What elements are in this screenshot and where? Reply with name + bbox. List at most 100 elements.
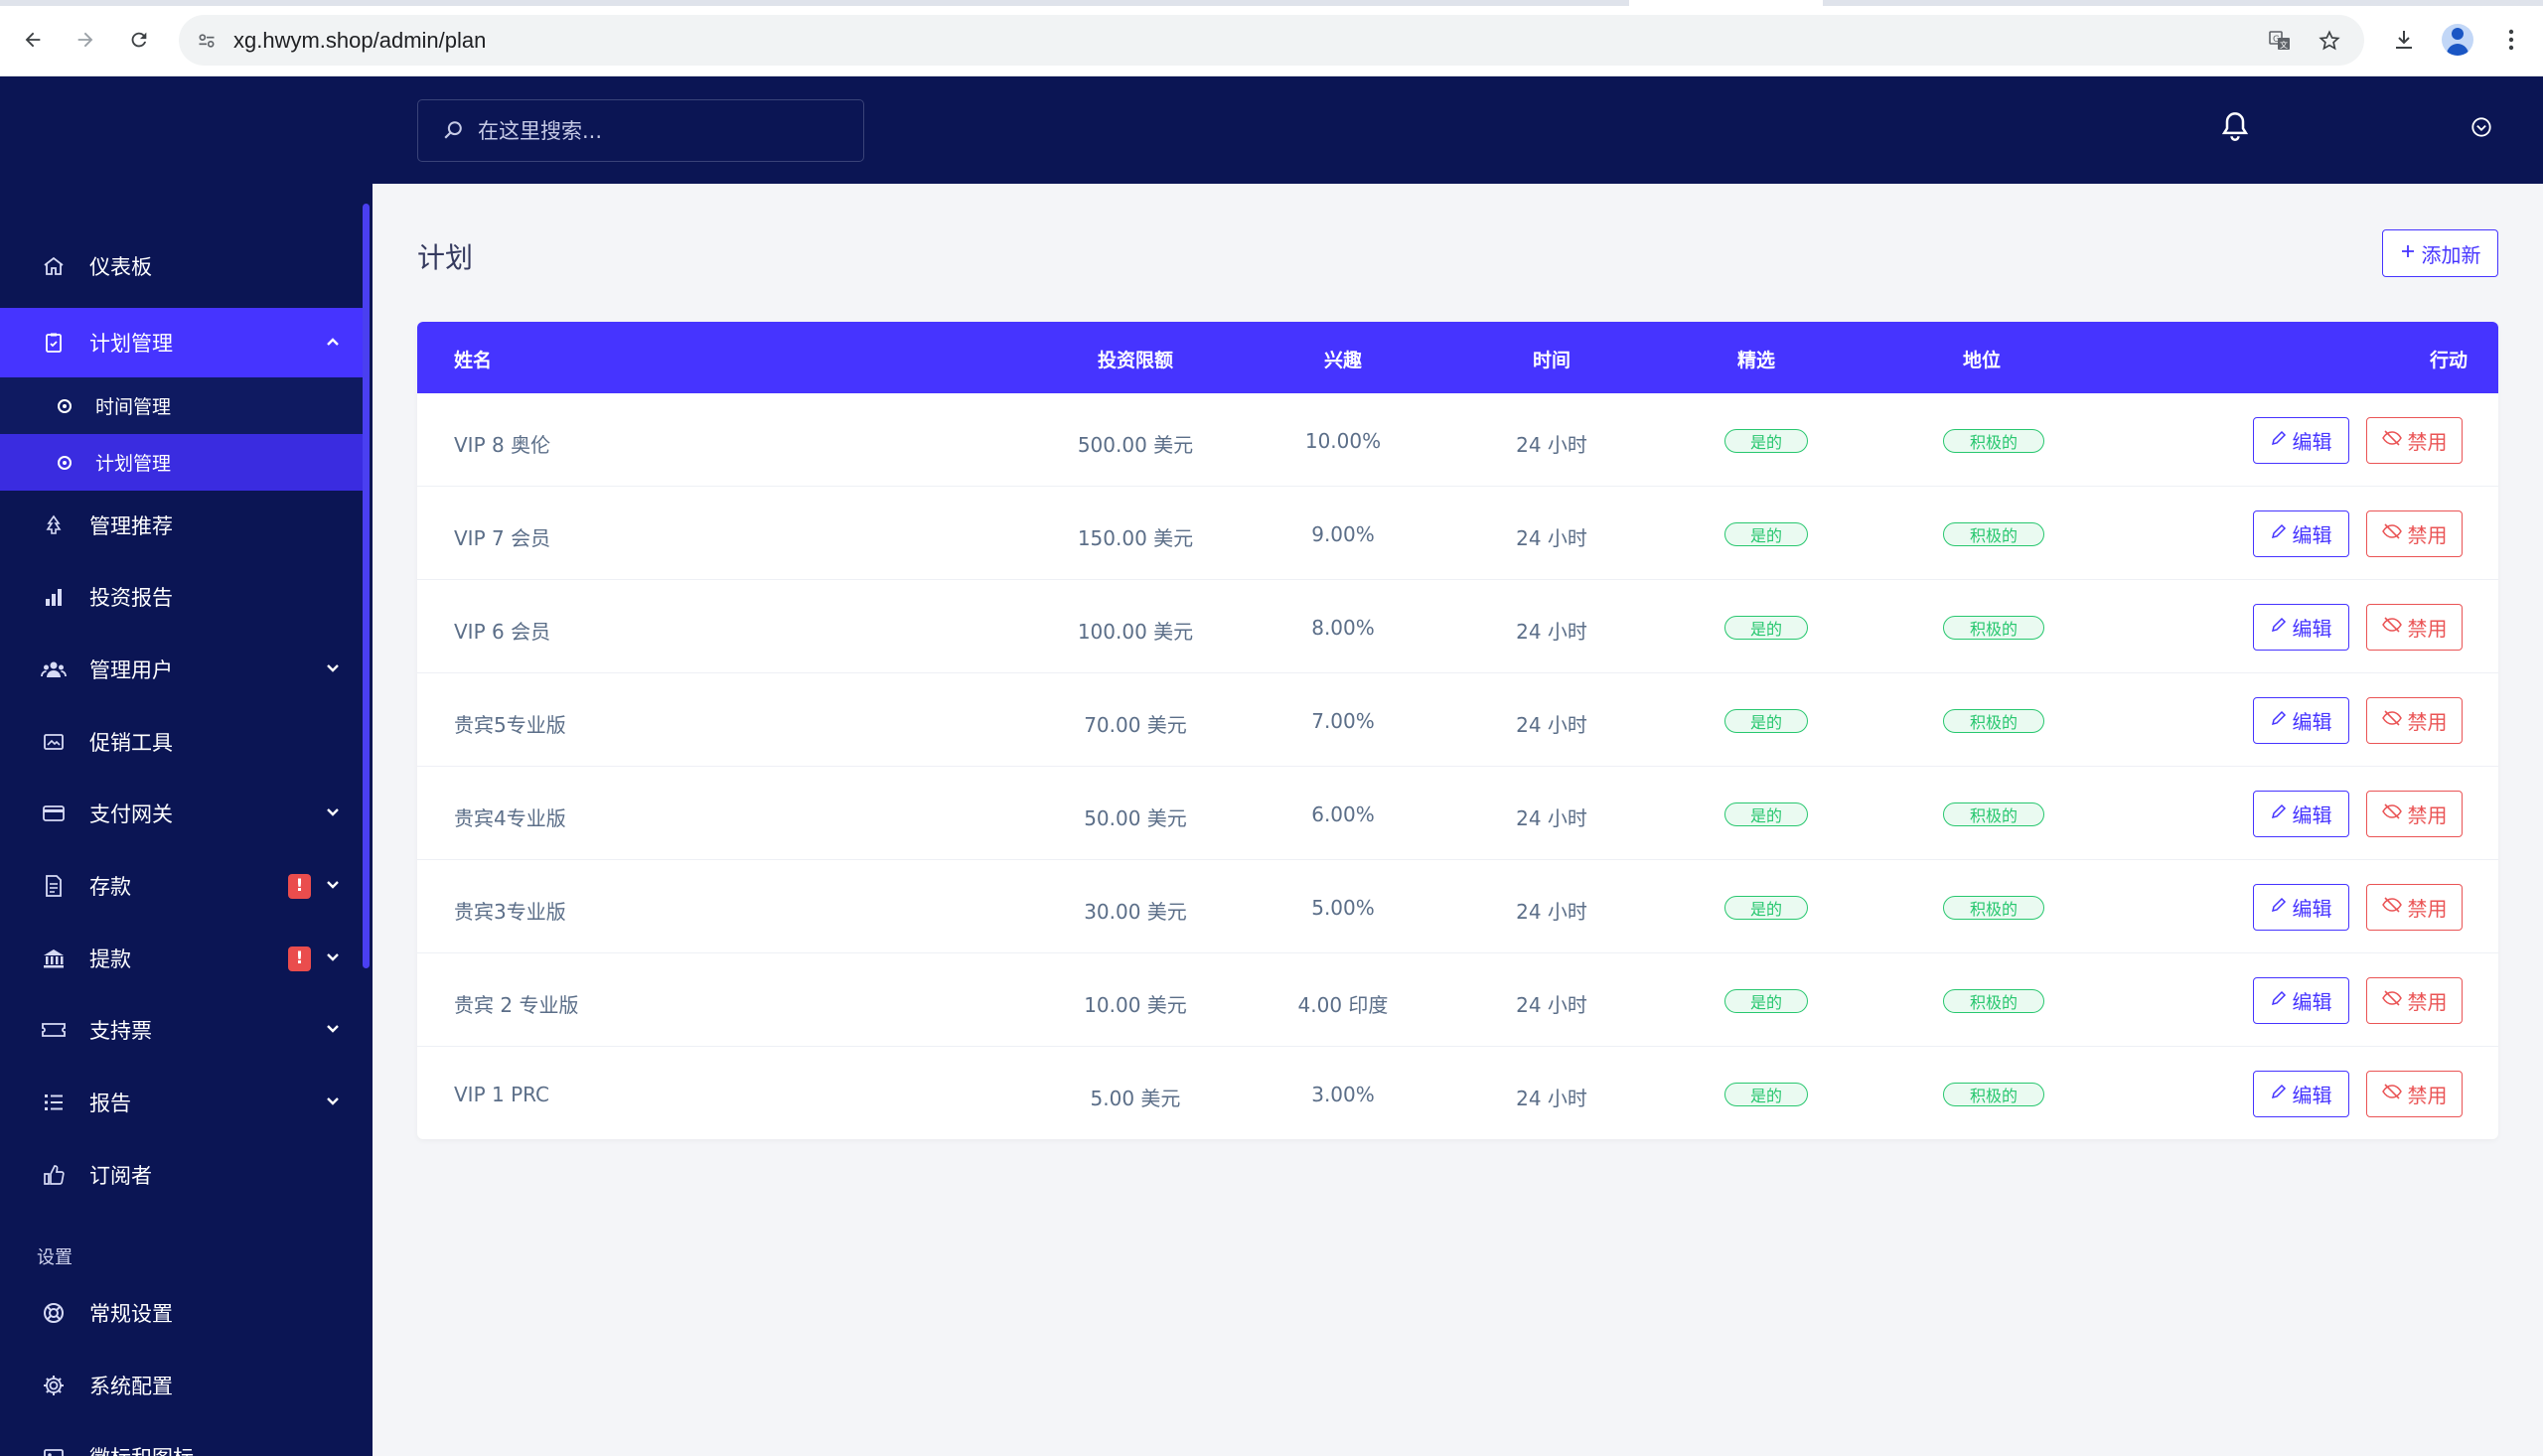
- edit-button[interactable]: 编辑: [2253, 1071, 2349, 1117]
- sidebar-item-reports[interactable]: 报告: [0, 1068, 363, 1137]
- sidebar-item-plan-management[interactable]: 计划管理: [0, 308, 363, 377]
- tab-strip: [0, 0, 2543, 6]
- reload-icon[interactable]: [121, 22, 157, 58]
- status-badge: 积极的: [1943, 1083, 2044, 1106]
- eye-slash-icon: [2381, 802, 2402, 825]
- bell-icon[interactable]: [2215, 106, 2255, 146]
- add-new-button[interactable]: 添加新: [2382, 229, 2498, 277]
- back-icon[interactable]: [15, 22, 51, 58]
- edit-button[interactable]: 编辑: [2253, 417, 2349, 464]
- edit-label: 编辑: [2292, 432, 2332, 454]
- interest-rate: 8.00%: [1311, 616, 1375, 640]
- disable-label: 禁用: [2407, 1086, 2448, 1107]
- edit-button[interactable]: 编辑: [2253, 977, 2349, 1024]
- settings-heading: 设置: [37, 1247, 73, 1268]
- plan-name: 贵宾 2 专业版: [454, 993, 579, 1017]
- thumbs-up-icon: [38, 1159, 70, 1191]
- sidebar-subitem-time-management[interactable]: 时间管理: [0, 377, 363, 434]
- sidebar-item-deposits[interactable]: 存款 !: [0, 851, 363, 921]
- sidebar-item-withdrawals[interactable]: 提款 !: [0, 924, 363, 993]
- home-icon: [38, 250, 70, 282]
- eye-slash-icon: [2381, 522, 2402, 545]
- featured-badge: 是的: [1724, 522, 1808, 546]
- alert-badge: !: [288, 873, 311, 899]
- user-menu-chevron-icon[interactable]: [2467, 112, 2496, 142]
- edit-button[interactable]: 编辑: [2253, 884, 2349, 931]
- investment-limit: 100.00 美元: [1077, 620, 1194, 644]
- interest-rate: 7.00%: [1311, 709, 1375, 733]
- disable-label: 禁用: [2407, 432, 2448, 454]
- sidebar: 仪表板 计划管理 时间管理 计划管理 管理推荐 投资报告 管理用户 促销工具 支…: [0, 76, 373, 1456]
- sidebar-item-manage-users[interactable]: 管理用户: [0, 635, 363, 704]
- edit-button[interactable]: 编辑: [2253, 791, 2349, 837]
- sidebar-item-referrals[interactable]: 管理推荐: [0, 491, 363, 560]
- disable-label: 禁用: [2407, 899, 2448, 921]
- svg-text:文: 文: [2280, 40, 2288, 50]
- edit-button[interactable]: 编辑: [2253, 510, 2349, 557]
- profile-avatar[interactable]: [2438, 20, 2477, 60]
- sidebar-scrollbar[interactable]: [363, 204, 370, 968]
- eye-slash-icon: [2381, 989, 2402, 1012]
- users-icon: [38, 654, 70, 685]
- sidebar-item-subscribers[interactable]: 订阅者: [0, 1140, 363, 1210]
- browser-menu-icon[interactable]: [2491, 20, 2531, 60]
- pencil-icon: [2271, 429, 2287, 452]
- disable-button[interactable]: 禁用: [2366, 1071, 2463, 1117]
- sidebar-item-label: 促销工具: [89, 731, 173, 755]
- edit-button[interactable]: 编辑: [2253, 604, 2349, 651]
- edit-label: 编辑: [2292, 805, 2332, 827]
- forward-icon[interactable]: [68, 22, 103, 58]
- disable-button[interactable]: 禁用: [2366, 977, 2463, 1024]
- edit-label: 编辑: [2292, 712, 2332, 734]
- sidebar-item-label: 系统配置: [89, 1375, 173, 1398]
- sidebar-item-label: 支持票: [89, 1019, 152, 1043]
- circle-dot-icon: [58, 455, 72, 470]
- plan-name: VIP 1 PRC: [454, 1083, 550, 1106]
- sidebar-item-general-settings[interactable]: 常规设置: [0, 1278, 363, 1348]
- plus-icon: [2400, 242, 2416, 265]
- download-icon[interactable]: [2384, 20, 2424, 60]
- disable-button[interactable]: 禁用: [2366, 884, 2463, 931]
- sidebar-item-logo-and-favicon[interactable]: 徽标和图标: [0, 1422, 363, 1456]
- sidebar-subitem-plan-management[interactable]: 计划管理: [0, 434, 363, 491]
- edit-label: 编辑: [2292, 525, 2332, 547]
- table-header: 姓名 投资限额 兴趣 时间 精选 地位 行动: [417, 322, 2498, 393]
- sidebar-item-promotion-tools[interactable]: 促销工具: [0, 707, 363, 777]
- column-header-status: 地位: [1962, 350, 2001, 371]
- disable-button[interactable]: 禁用: [2366, 791, 2463, 837]
- active-tab[interactable]: [1629, 0, 1823, 6]
- table-row: 贵宾 2 专业版 10.00 美元 4.00 印度 24 小时 是的 积极的 编…: [417, 953, 2498, 1047]
- sidebar-item-label: 计划管理: [89, 332, 173, 356]
- eye-slash-icon: [2381, 429, 2402, 452]
- eye-slash-icon: [2381, 1083, 2402, 1105]
- disable-button[interactable]: 禁用: [2366, 604, 2463, 651]
- plan-name: VIP 7 会员: [454, 526, 551, 550]
- sidebar-item-dashboard[interactable]: 仪表板: [0, 231, 363, 301]
- site-info-icon[interactable]: [193, 27, 221, 55]
- column-header-investment-limit: 投资限额: [1097, 350, 1173, 371]
- status-badge: 积极的: [1943, 802, 2044, 826]
- investment-limit: 500.00 美元: [1077, 433, 1194, 457]
- disable-button[interactable]: 禁用: [2366, 510, 2463, 557]
- sidebar-item-support-tickets[interactable]: 支持票: [0, 995, 363, 1065]
- column-header-interest: 兴趣: [1323, 350, 1362, 371]
- chevron-down-icon: [326, 1092, 340, 1113]
- status-badge: 积极的: [1943, 709, 2044, 733]
- sidebar-item-payment-gateways[interactable]: 支付网关: [0, 779, 363, 848]
- disable-button[interactable]: 禁用: [2366, 697, 2463, 744]
- bookmark-star-icon[interactable]: [2315, 26, 2344, 56]
- search-input[interactable]: [478, 114, 845, 148]
- investment-limit: 150.00 美元: [1077, 526, 1194, 550]
- url-text[interactable]: xg.hwym.shop/admin/plan: [233, 28, 487, 53]
- sidebar-item-system-configuration[interactable]: 系统配置: [0, 1351, 363, 1420]
- pencil-icon: [2271, 616, 2287, 639]
- investment-limit: 5.00 美元: [1090, 1087, 1181, 1110]
- disable-button[interactable]: 禁用: [2366, 417, 2463, 464]
- edit-label: 编辑: [2292, 899, 2332, 921]
- sidebar-item-investment-report[interactable]: 投资报告: [0, 562, 363, 632]
- edit-button[interactable]: 编辑: [2253, 697, 2349, 744]
- investment-limit: 70.00 美元: [1084, 713, 1187, 737]
- duration: 24 小时: [1516, 433, 1587, 457]
